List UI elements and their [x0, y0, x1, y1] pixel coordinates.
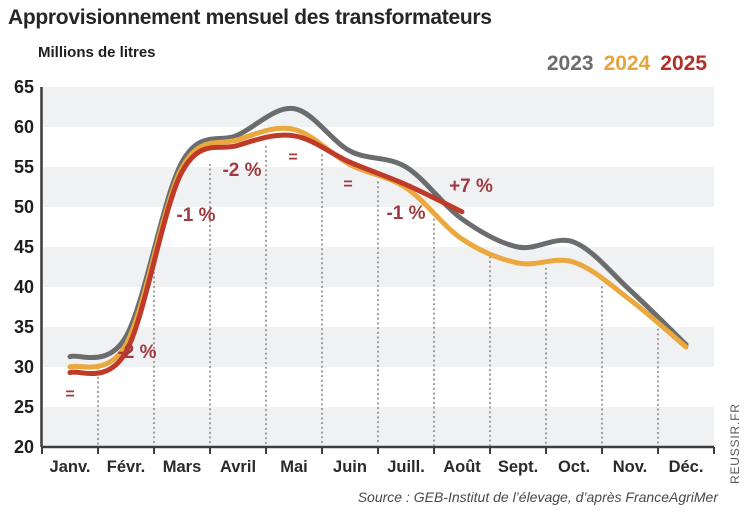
annotation-label: -1 %	[176, 205, 215, 226]
y-tick-label: 25	[14, 397, 34, 417]
watermark-text: REUSSIR.FR	[728, 403, 742, 484]
x-tick-label: Août	[443, 458, 481, 476]
y-tick-label: 20	[14, 437, 34, 457]
annotation-label: -2 %	[117, 342, 156, 363]
x-tick-label: Sept.	[498, 458, 538, 476]
annotation-label: =	[65, 386, 74, 403]
chart-legend: 2023 2024 2025	[547, 52, 707, 76]
legend-item-2025: 2025	[660, 52, 707, 75]
x-tick-label: Oct.	[558, 458, 590, 476]
x-tick-label: Juin	[333, 458, 367, 476]
x-tick-label: Mai	[280, 458, 308, 476]
legend-item-2023: 2023	[546, 52, 594, 75]
x-tick-label: Janv.	[50, 458, 91, 476]
y-tick-label: 40	[14, 277, 34, 297]
y-tick-label: 30	[14, 357, 34, 377]
y-tick-label: 55	[14, 157, 34, 177]
x-tick-label: Févr.	[107, 458, 146, 476]
legend-item-2024: 2024	[603, 52, 651, 75]
series-line-2025	[67, 132, 465, 377]
annotation-label: -1 %	[386, 203, 425, 224]
annotation-label: +7 %	[449, 176, 493, 197]
y-tick-label: 60	[14, 117, 34, 137]
x-tick-label: Juill.	[387, 458, 425, 476]
y-tick-label: 65	[14, 77, 34, 97]
y-tick-label: 45	[14, 237, 34, 257]
source-credit: Source : GEB-Institut de l’élevage, d’ap…	[357, 489, 718, 505]
y-tick-label: 35	[14, 317, 34, 337]
x-tick-label: Mars	[163, 458, 202, 476]
x-tick-label: Déc.	[669, 458, 704, 476]
annotation-label: -2 %	[222, 160, 261, 181]
annotation-label: =	[288, 149, 297, 166]
y-tick-label: 50	[14, 197, 34, 217]
annotation-label: =	[343, 176, 352, 193]
grid-band	[42, 87, 714, 127]
x-tick-label: Avril	[220, 458, 256, 476]
y-axis-unit-label: Millions de litres	[38, 44, 156, 61]
x-tick-label: Nov.	[613, 458, 648, 476]
chart-title: Approvisionnement mensuel des transforma…	[8, 6, 492, 29]
